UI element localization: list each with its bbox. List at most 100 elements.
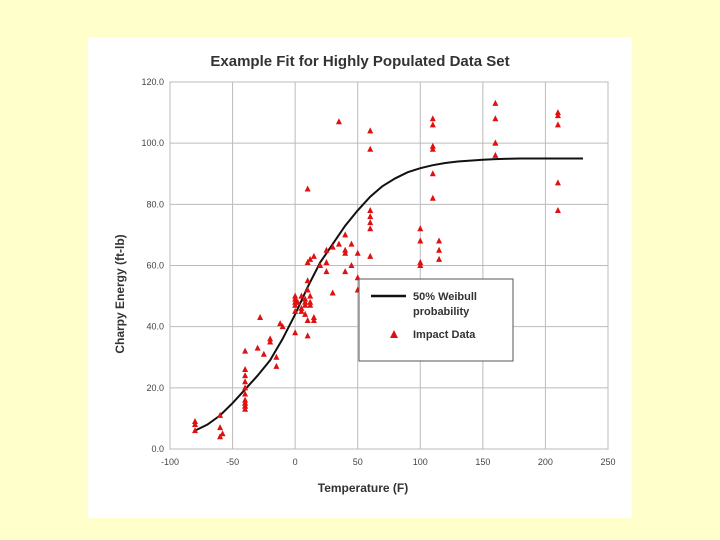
y-axis-label: Charpy Energy (ft-lb) bbox=[113, 234, 127, 353]
data-point bbox=[436, 255, 443, 262]
legend-label-weibull-2: probability bbox=[413, 306, 470, 318]
data-point bbox=[367, 145, 374, 152]
data-point bbox=[367, 206, 374, 213]
data-point bbox=[242, 365, 249, 372]
scatter-points bbox=[192, 99, 561, 440]
y-tick-label: 120.0 bbox=[141, 77, 164, 87]
data-point bbox=[242, 399, 249, 406]
x-axis-label: Temperature (F) bbox=[318, 481, 408, 495]
data-point bbox=[192, 427, 199, 434]
grid-lines bbox=[169, 81, 609, 450]
data-point bbox=[273, 362, 280, 369]
data-point bbox=[436, 237, 443, 244]
x-tick-label: 150 bbox=[475, 457, 490, 467]
data-point bbox=[554, 121, 561, 128]
data-point bbox=[257, 313, 264, 320]
chart-title: Example Fit for Highly Populated Data Se… bbox=[210, 53, 509, 70]
legend: 50% Weibull probability Impact Data bbox=[358, 278, 514, 362]
data-point bbox=[292, 301, 299, 308]
data-point bbox=[367, 127, 374, 134]
data-point bbox=[367, 252, 374, 259]
data-point bbox=[219, 430, 226, 437]
data-point bbox=[417, 225, 424, 232]
data-point bbox=[342, 246, 349, 253]
data-point bbox=[242, 405, 249, 412]
data-point bbox=[298, 307, 305, 314]
data-point bbox=[242, 396, 249, 403]
y-tick-label: 60.0 bbox=[146, 261, 164, 271]
data-point bbox=[273, 353, 280, 360]
data-point bbox=[302, 295, 309, 302]
data-point bbox=[292, 307, 299, 314]
data-point bbox=[554, 112, 561, 119]
data-point bbox=[323, 258, 330, 265]
data-point bbox=[217, 424, 224, 431]
data-point bbox=[260, 350, 267, 357]
data-point bbox=[436, 246, 443, 253]
data-point bbox=[298, 292, 305, 299]
data-point bbox=[304, 185, 311, 192]
tick-labels: -100 -50 0 50 100 150 200 250 0.0 20.0 40.0 60.0 80.… bbox=[141, 77, 615, 467]
data-point bbox=[217, 411, 224, 418]
data-point bbox=[429, 142, 436, 149]
data-point bbox=[298, 304, 305, 311]
weibull-curve bbox=[194, 157, 583, 432]
data-point bbox=[417, 237, 424, 244]
data-point bbox=[492, 151, 499, 158]
data-point bbox=[429, 145, 436, 152]
data-point bbox=[492, 115, 499, 122]
data-point bbox=[348, 240, 355, 247]
data-point bbox=[277, 320, 284, 327]
data-point bbox=[342, 231, 349, 238]
data-point bbox=[292, 292, 299, 299]
curve-layer bbox=[194, 157, 583, 432]
data-point bbox=[242, 384, 249, 391]
x-tick-label: 0 bbox=[293, 457, 298, 467]
data-point bbox=[335, 240, 342, 247]
data-point bbox=[429, 170, 436, 177]
x-tick-label: 100 bbox=[413, 457, 428, 467]
y-tick-label: 80.0 bbox=[146, 199, 164, 209]
data-point bbox=[292, 295, 299, 302]
data-point bbox=[554, 109, 561, 116]
y-tick-label: 20.0 bbox=[146, 383, 164, 393]
legend-marker-swatch bbox=[390, 330, 398, 338]
data-point bbox=[192, 417, 199, 424]
data-point bbox=[417, 258, 424, 265]
data-point bbox=[192, 421, 199, 428]
data-point bbox=[304, 277, 311, 284]
data-point bbox=[354, 249, 361, 256]
data-point bbox=[302, 310, 309, 317]
data-point bbox=[242, 372, 249, 379]
data-point bbox=[492, 139, 499, 146]
x-tick-label: 250 bbox=[600, 457, 615, 467]
y-tick-label: 0.0 bbox=[151, 444, 164, 454]
data-point bbox=[429, 194, 436, 201]
data-point bbox=[429, 115, 436, 122]
data-point bbox=[367, 219, 374, 226]
data-point bbox=[267, 338, 274, 345]
data-point bbox=[335, 118, 342, 125]
data-point bbox=[304, 332, 311, 339]
data-point bbox=[310, 313, 317, 320]
data-point bbox=[302, 301, 309, 308]
data-point bbox=[254, 344, 261, 351]
data-point bbox=[307, 255, 314, 262]
data-point bbox=[554, 179, 561, 186]
chart-svg: Example Fit for Highly Populated Data Se… bbox=[113, 53, 616, 495]
data-point bbox=[367, 225, 374, 232]
data-point bbox=[323, 268, 330, 275]
data-point bbox=[217, 433, 224, 440]
legend-label-weibull-1: 50% Weibull bbox=[413, 291, 477, 303]
chart-panel: Example Fit for Highly Populated Data Se… bbox=[88, 37, 632, 518]
data-point bbox=[279, 323, 286, 330]
data-point bbox=[242, 347, 249, 354]
data-point bbox=[307, 292, 314, 299]
data-point bbox=[367, 213, 374, 220]
data-point bbox=[310, 317, 317, 324]
y-tick-label: 100.0 bbox=[141, 138, 164, 148]
data-point bbox=[310, 252, 317, 259]
data-point bbox=[554, 206, 561, 213]
data-point bbox=[492, 99, 499, 106]
data-point bbox=[323, 246, 330, 253]
